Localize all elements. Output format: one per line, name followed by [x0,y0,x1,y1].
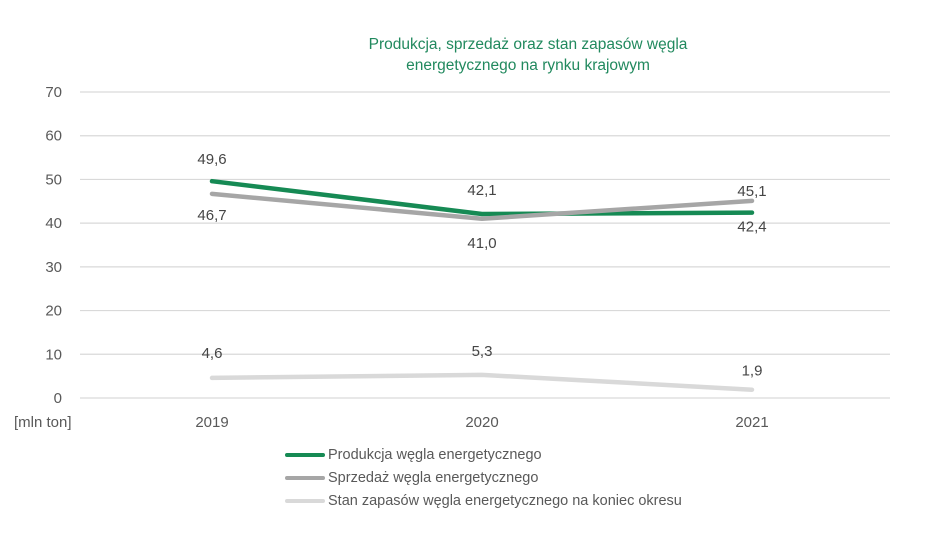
legend-label: Produkcja węgla energetycznego [328,447,542,463]
y-tick-label: 10 [45,346,62,363]
y-axis-unit-label: [mln ton] [14,414,72,431]
y-tick-label: 0 [54,390,62,407]
x-tick-label: 2020 [465,414,498,431]
chart-title: Produkcja, sprzedaż oraz stan zapasów wę… [368,36,688,74]
data-label: 46,7 [197,207,226,224]
legend-item: Sprzedaż węgla energetycznego [285,470,682,486]
y-tick-label: 40 [45,215,62,232]
y-tick-label: 60 [45,128,62,145]
legend-label: Stan zapasów węgla energetycznego na kon… [328,493,682,509]
legend-line-swatch [285,499,325,503]
chart-legend: Produkcja węgla energetycznego Sprzedaż w… [285,447,682,509]
data-label: 4,6 [202,345,223,362]
data-label: 49,6 [197,151,226,168]
data-label: 41,0 [467,235,496,252]
x-tick-label: 2021 [735,414,768,431]
data-label: 42,1 [467,182,496,199]
series-line-2 [209,372,755,392]
y-tick-label: 70 [45,84,62,101]
legend-line-swatch [285,476,325,480]
legend-line-swatch [285,453,325,457]
data-label: 42,4 [737,219,766,236]
y-tick-label: 20 [45,303,62,320]
legend-label: Sprzedaż węgla energetycznego [328,470,539,486]
y-tick-label: 50 [45,171,62,188]
data-label: 45,1 [737,183,766,200]
y-tick-label: 30 [45,259,62,276]
series-line-0 [209,178,755,217]
legend-item: Stan zapasów węgla energetycznego na kon… [285,493,682,509]
legend-item: Produkcja węgla energetycznego [285,447,682,463]
data-label: 5,3 [472,343,493,360]
series-line-1 [209,191,755,222]
data-label: 1,9 [742,363,763,380]
x-tick-label: 2019 [195,414,228,431]
